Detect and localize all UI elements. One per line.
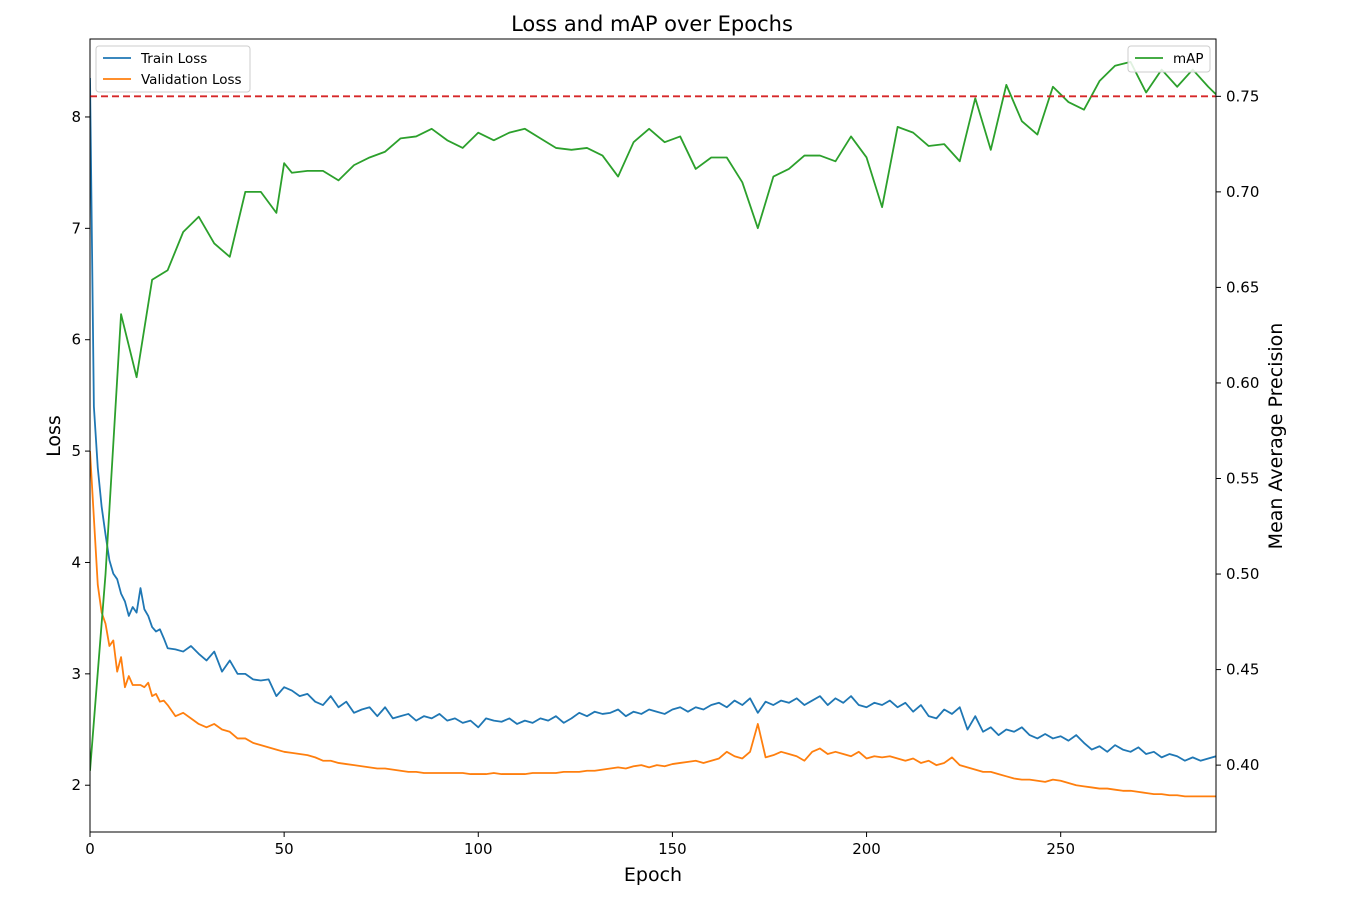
plot-marks (90, 61, 1216, 798)
legend-map: mAP (1127, 45, 1211, 73)
legend-loss-box (95, 45, 251, 93)
validation-loss-line (90, 451, 1216, 798)
x-axis-label: Epoch (624, 864, 682, 886)
train-loss-line (90, 77, 1216, 762)
y-axis-label-right: Mean Average Precision (1265, 323, 1287, 550)
y-right-tick-label: 0.55 (1226, 469, 1259, 487)
y-axis-label-left: Loss (43, 415, 65, 457)
x-tick-label: 200 (852, 840, 881, 858)
x-tick-label: 0 (85, 840, 95, 858)
y-right-tick-label: 0.70 (1226, 183, 1259, 201)
y-left-tick-label: 7 (71, 219, 81, 237)
y-right-tick-label: 0.65 (1226, 278, 1259, 296)
y-left-tick-label: 8 (71, 108, 81, 126)
x-tick-label: 100 (464, 840, 493, 858)
y-left-tick-label: 6 (71, 331, 81, 349)
y-right-tick-label: 0.60 (1226, 374, 1259, 392)
legend-train-loss-label: Train Loss (140, 51, 207, 67)
y-left-tick-label: 4 (71, 553, 81, 571)
legend-loss: Train Loss Validation Loss (95, 45, 251, 93)
map-line (90, 61, 1216, 771)
y-left-tick-label: 5 (71, 442, 81, 460)
chart-title: Loss and mAP over Epochs (511, 12, 793, 36)
x-tick-label: 50 (275, 840, 294, 858)
legend-map-box (1127, 45, 1211, 73)
y-right-tick-label: 0.40 (1226, 756, 1259, 774)
y-right-tick-label: 0.50 (1226, 565, 1259, 583)
axis-ticks: 0 50 100 150 200 250 2 3 4 5 6 7 8 0.40 0.45 0.50 0.55 0.… (71, 87, 1259, 858)
y-left-tick-label: 2 (71, 776, 81, 794)
x-tick-label: 250 (1046, 840, 1075, 858)
legend-map-label: mAP (1173, 51, 1204, 67)
legend-validation-loss-label: Validation Loss (141, 72, 242, 88)
y-left-tick-label: 3 (71, 665, 81, 683)
plot-frame (89, 38, 1217, 833)
y-right-tick-label: 0.75 (1226, 87, 1259, 105)
x-tick-label: 150 (658, 840, 687, 858)
y-right-tick-label: 0.45 (1226, 661, 1259, 679)
